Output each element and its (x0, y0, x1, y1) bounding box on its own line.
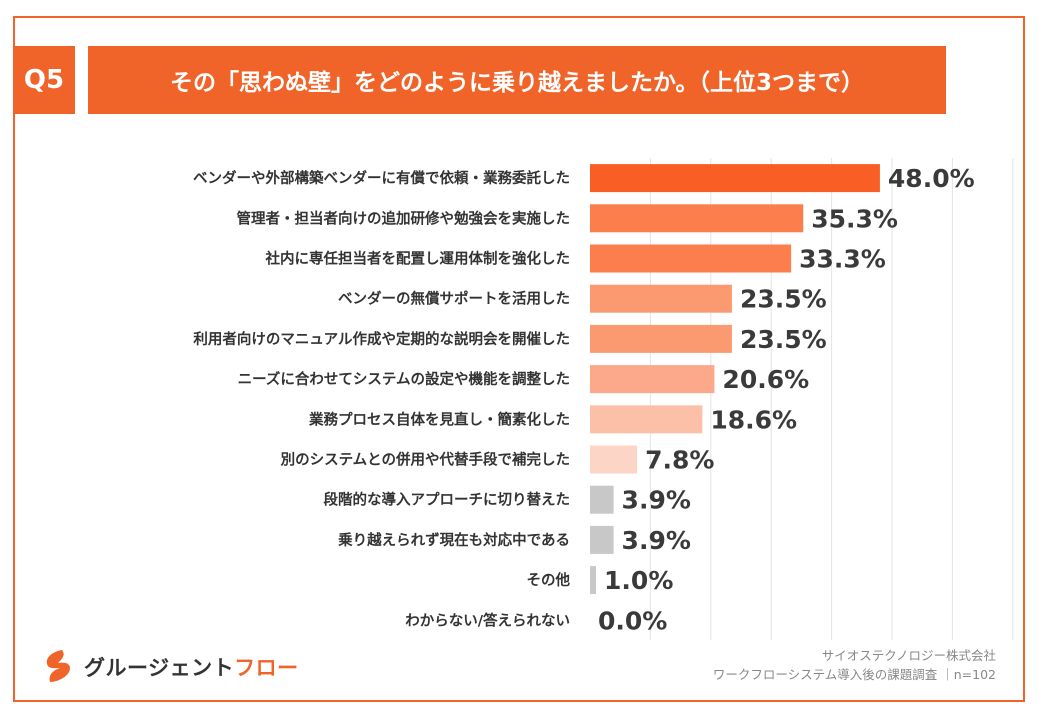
category-label: ベンダーの無償サポートを活用した (338, 290, 570, 308)
bar (590, 405, 703, 434)
company-logo: グルージェントフロー (40, 648, 299, 686)
category-label: 乗り越えられず現在も対応中である (338, 531, 570, 549)
category-label: 利用者向けのマニュアル作成や定期的な説明会を開催した (193, 330, 570, 348)
credit-survey: ワークフローシステム導入後の課題調査 ｜n=102 (712, 667, 996, 682)
value-label: 7.8% (645, 446, 714, 475)
bar (590, 566, 597, 595)
chart-title: その「思わぬ壁」をどのように乗り越えましたか。（上位3つまで） (88, 46, 946, 114)
grid-lines (649, 158, 1014, 640)
credit-company: サイオステクノロジー株式会社 (821, 648, 996, 663)
chart-frame (13, 16, 1025, 702)
source-credit: サイオステクノロジー株式会社 ワークフローシステム導入後の課題調査 ｜n=102 (713, 646, 996, 684)
bars: ベンダーや外部構築ベンダーに有償で依頼・業務委託した 48.0% 管理者・担当者向け… (193, 164, 975, 635)
value-label: 23.5% (740, 285, 827, 314)
value-label: 48.0% (888, 164, 975, 193)
logo-text-main: グルージェント (84, 656, 235, 680)
value-label: 3.9% (622, 486, 691, 515)
value-label: 18.6% (710, 405, 797, 434)
category-label: ベンダーや外部構築ベンダーに有償で依頼・業務委託した (193, 169, 570, 187)
category-label: 段階的な導入アプローチに切り替えた (324, 491, 571, 509)
category-label: 管理者・担当者向けの追加研修や勉強会を実施した (237, 209, 571, 227)
value-label: 3.9% (622, 526, 691, 555)
value-label: 35.3% (811, 204, 898, 233)
question-badge: Q5 (13, 46, 75, 114)
category-label: ニーズに合わせてシステムの設定や機能を調整した (238, 370, 570, 388)
bar (590, 525, 614, 554)
logo-icon (46, 650, 70, 682)
category-label: その他 (527, 571, 571, 589)
category-label: 業務プロセス自体を見直し・簡素化した (308, 410, 570, 428)
category-label: 社内に専任担当者を配置し運用体制を強化した (265, 250, 571, 268)
bar (590, 365, 715, 394)
category-label: 別のシステムとの併用や代替手段で補完した (280, 451, 570, 469)
logo-text-accent: フロー (234, 656, 299, 680)
bar (590, 284, 732, 313)
value-label: 0.0% (598, 606, 667, 635)
value-label: 1.0% (604, 566, 673, 595)
bar (590, 485, 614, 514)
value-label: 23.5% (740, 325, 827, 354)
bar (590, 244, 792, 273)
bar (590, 445, 638, 474)
bar (590, 164, 880, 193)
category-label: わからない/答えられない (405, 611, 570, 629)
bar (590, 204, 804, 233)
value-label: 33.3% (799, 245, 886, 274)
value-label: 20.6% (722, 365, 809, 394)
bar (590, 324, 732, 353)
